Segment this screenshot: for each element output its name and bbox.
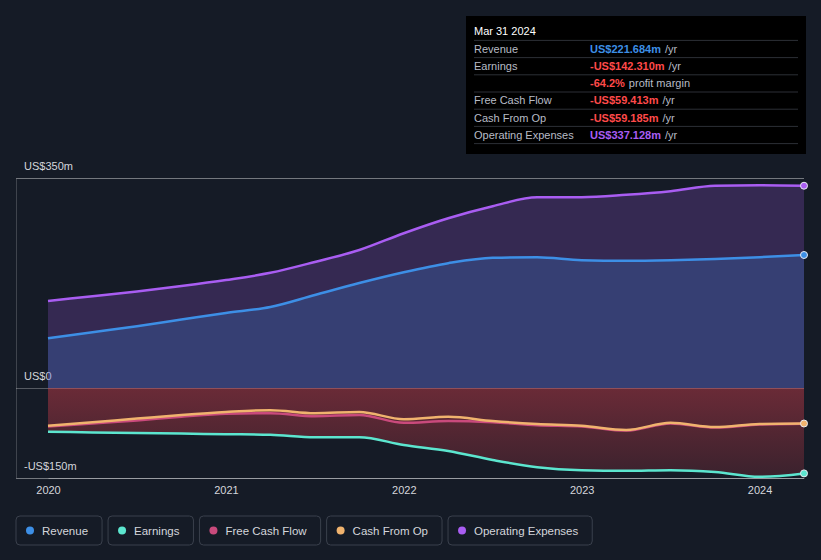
- tooltip-separator: [474, 74, 798, 75]
- tooltip-value: US$221.684m: [590, 43, 661, 55]
- tooltip-separator: [474, 92, 798, 93]
- x-tick: 2020: [36, 478, 60, 496]
- legend: Revenue Earnings Free Cash Flow Cash From O…: [16, 516, 592, 545]
- x-axis-line: [49, 478, 805, 479]
- y-tick-label: US$0: [24, 370, 52, 382]
- tooltip-separator: [474, 109, 798, 110]
- legend-item: Cash From Op: [327, 516, 442, 545]
- y-axis-line: [17, 179, 805, 479]
- legend-box: [16, 516, 102, 545]
- legend-label: Cash From Op: [353, 525, 428, 537]
- series-line: [48, 410, 804, 430]
- series-line: [48, 255, 804, 338]
- tooltip-unit: /yr: [669, 60, 682, 72]
- legend-swatch: [26, 527, 34, 535]
- tooltip-unit: profit margin: [629, 77, 690, 89]
- end-marker: [801, 182, 808, 189]
- tooltip-title: Mar 31 2024: [474, 25, 536, 37]
- y-tick-label: US$350m: [24, 160, 73, 172]
- tooltip-label: Cash From Op: [474, 112, 546, 124]
- background: [0, 0, 821, 560]
- end-marker: [801, 251, 808, 258]
- legend-swatch: [337, 527, 345, 535]
- x-tick-label: 2020: [36, 484, 60, 496]
- tooltip-separator: [474, 57, 798, 58]
- end-marker: [801, 470, 808, 477]
- x-tick-label: 2021: [214, 484, 238, 496]
- grid-line: [16, 478, 804, 479]
- series-area: [48, 255, 804, 388]
- tooltip-unit: /yr: [663, 112, 676, 124]
- series-area: [48, 185, 804, 388]
- x-tick: 2022: [392, 478, 416, 496]
- x-axis: 2020 2021 2022 2023 2024: [36, 478, 804, 496]
- grid-line: [16, 178, 804, 179]
- legend-swatch: [458, 527, 466, 535]
- legend-box: [448, 516, 592, 545]
- x-tick-label: 2023: [570, 484, 594, 496]
- x-tick: 2021: [214, 478, 238, 496]
- legend-item: Earnings: [108, 516, 193, 545]
- legend-item: Revenue: [16, 516, 102, 545]
- legend-swatch: [209, 527, 217, 535]
- legend-swatch: [118, 527, 126, 535]
- tooltip-separator: [474, 143, 798, 144]
- tooltip-value: US$337.128m: [590, 129, 661, 141]
- tooltip-separator: [474, 126, 798, 127]
- legend-item: Operating Expenses: [448, 516, 592, 545]
- tooltip-label: Revenue: [474, 43, 518, 55]
- y-axis: -US$150m US$0 US$350m: [16, 160, 804, 478]
- y-tick: US$350m: [16, 160, 804, 178]
- y-tick-label: -US$150m: [24, 460, 77, 472]
- x-tick-label: 2022: [392, 484, 416, 496]
- tooltip-label: Operating Expenses: [474, 129, 574, 141]
- tooltip-value: -US$59.413m: [590, 94, 659, 106]
- tooltip-value: -US$142.310m: [590, 60, 665, 72]
- tooltip-unit: /yr: [665, 129, 678, 141]
- legend-item: Free Cash Flow: [199, 516, 320, 545]
- series-area: [48, 388, 804, 477]
- legend-label: Operating Expenses: [474, 525, 578, 537]
- x-tick: 2023: [570, 478, 594, 496]
- legend-box: [327, 516, 442, 545]
- x-tick: 2024: [748, 478, 772, 496]
- tooltip-box: [466, 16, 806, 154]
- series-line: [48, 432, 804, 477]
- legend-box: [108, 516, 193, 545]
- x-tick-label: 2024: [748, 484, 772, 496]
- tooltip-unit: /yr: [663, 94, 676, 106]
- tooltip-value: -US$59.185m: [590, 112, 659, 124]
- tooltip-label: Earnings: [474, 60, 518, 72]
- tooltip-label: Free Cash Flow: [474, 94, 552, 106]
- series-line: [48, 185, 804, 301]
- legend-label: Earnings: [134, 525, 180, 537]
- legend-label: Revenue: [42, 525, 88, 537]
- chart-svg: -US$150m US$0 US$350m 2020 2021 2022 2023 2024 R…: [0, 0, 821, 560]
- tooltip-unit: /yr: [665, 43, 678, 55]
- plot-area: [48, 182, 808, 477]
- tooltip: Mar 31 2024 Revenue US$221.684m/yr Earnings…: [466, 16, 806, 154]
- chart-container: -US$150m US$0 US$350m 2020 2021 2022 2023 2024 R…: [0, 0, 821, 560]
- tooltip-value: -64.2%: [590, 77, 625, 89]
- legend-label: Free Cash Flow: [225, 525, 307, 537]
- tooltip-separator: [474, 40, 798, 41]
- end-marker: [801, 420, 808, 427]
- legend-box: [199, 516, 320, 545]
